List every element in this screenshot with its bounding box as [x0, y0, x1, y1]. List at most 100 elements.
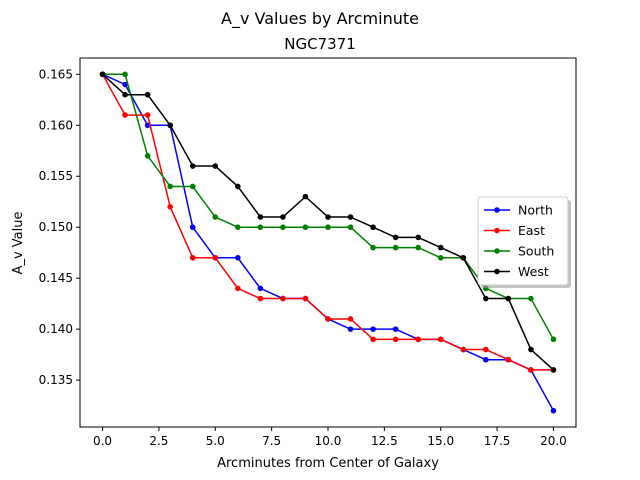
data-point-east [528, 367, 534, 373]
data-point-west [347, 214, 354, 220]
legend: North East South West [477, 196, 571, 288]
data-point-west [235, 183, 241, 190]
data-point-west [325, 214, 331, 220]
y-tick-label: 0.145 [39, 271, 73, 285]
data-point-west [302, 193, 309, 200]
data-point-east [483, 346, 489, 353]
data-point-east [370, 336, 376, 343]
data-point-south [370, 244, 376, 251]
data-point-south [212, 214, 219, 220]
y-tick-label: 0.155 [39, 169, 73, 183]
data-point-south [189, 183, 196, 190]
y-axis-label: A_v Value [11, 212, 26, 275]
chart-subtitle: NGC7371 [284, 35, 356, 53]
data-point-west [550, 367, 557, 373]
data-point-south [122, 71, 128, 78]
data-point-west [528, 346, 534, 353]
legend-label-west: West [518, 264, 549, 279]
data-point-south [550, 336, 557, 343]
data-point-east [212, 254, 219, 261]
data-point-south [325, 224, 331, 231]
data-point-east [302, 295, 309, 302]
data-point-south [257, 224, 264, 231]
data-point-north [189, 224, 196, 231]
x-tick-label: 0.0 [93, 434, 112, 448]
y-tick-label: 0.160 [39, 118, 73, 132]
data-point-west [167, 122, 173, 129]
series-layer [99, 71, 557, 414]
y-tick-label: 0.165 [39, 67, 73, 81]
data-point-west [122, 91, 128, 98]
legend-marker-south [494, 248, 500, 254]
x-tick-label: 7.5 [262, 434, 281, 448]
data-point-east [144, 112, 151, 118]
data-point-north [483, 356, 489, 363]
data-point-north [347, 326, 354, 332]
data-point-east [347, 316, 354, 322]
data-point-east [392, 336, 399, 343]
legend-marker-west [494, 268, 500, 275]
axes-layer: 0.0 2.5 5.0 7.5 10.0 12.5 15.0 17.5 20.0 0.135 0.1… [39, 57, 577, 448]
data-point-north [235, 254, 241, 261]
data-point-east [235, 285, 241, 292]
data-point-west [144, 91, 151, 98]
legend-box [477, 196, 569, 286]
data-point-west [437, 244, 444, 251]
legend-label-south: South [518, 244, 554, 259]
x-tick-label: 17.5 [484, 434, 511, 448]
x-tick-label: 2.5 [149, 434, 168, 448]
data-point-east [505, 356, 512, 363]
data-point-south [167, 183, 173, 190]
data-point-west [189, 163, 196, 169]
x-axis-label: Arcminutes from Center of Galaxy [217, 456, 439, 471]
x-tick-label: 15.0 [427, 434, 454, 448]
data-point-east [415, 336, 421, 343]
y-tick-label: 0.140 [39, 322, 73, 336]
data-point-south [280, 224, 286, 231]
data-point-west [505, 295, 512, 302]
legend-marker-east [494, 227, 500, 234]
x-tick-label: 20.0 [540, 434, 567, 448]
data-point-west [392, 234, 399, 241]
data-point-west [99, 71, 106, 78]
data-point-east [280, 295, 286, 302]
data-point-west [460, 254, 467, 261]
legend-label-north: North [518, 203, 553, 218]
data-point-north [370, 326, 376, 332]
data-point-south [528, 295, 534, 302]
data-point-east [167, 204, 173, 210]
data-point-south [392, 244, 399, 251]
legend-marker-north [494, 207, 500, 213]
data-point-east [189, 254, 196, 261]
data-point-east [460, 346, 467, 353]
data-point-south [302, 224, 309, 231]
y-tick-label: 0.150 [39, 220, 73, 234]
data-point-west [257, 214, 264, 220]
data-point-south [347, 224, 354, 231]
y-tick-label: 0.135 [39, 373, 73, 387]
chart-title: A_v Values by Arcminute [221, 9, 419, 29]
legend-label-east: East [518, 223, 545, 238]
data-point-west [415, 234, 421, 241]
data-point-south [144, 153, 151, 159]
data-point-east [122, 112, 128, 118]
data-point-west [370, 224, 376, 231]
data-point-south [235, 224, 241, 231]
data-point-south [437, 254, 444, 261]
data-point-north [550, 407, 557, 414]
data-point-east [437, 336, 444, 343]
data-point-west [212, 163, 219, 169]
data-point-west [483, 295, 489, 302]
x-tick-label: 10.0 [315, 434, 342, 448]
x-tick-label: 12.5 [371, 434, 398, 448]
data-point-north [257, 285, 264, 292]
x-tick-label: 5.0 [206, 434, 225, 448]
data-point-east [325, 316, 331, 322]
data-point-south [415, 244, 421, 251]
data-point-west [280, 214, 286, 220]
data-point-east [257, 295, 264, 302]
data-point-north [122, 81, 128, 88]
data-point-north [392, 326, 399, 332]
series-west [99, 71, 557, 373]
